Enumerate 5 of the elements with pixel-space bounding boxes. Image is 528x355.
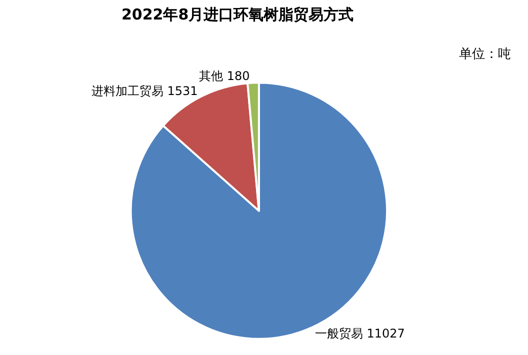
text: 单位：吨 [459, 47, 511, 62]
slice-label: 进料加工贸易 1531 [91, 84, 198, 98]
slice-label: 一般贸易 11027 [314, 326, 405, 340]
chart-title: 2022年8月进口环氧树脂贸易方式 [122, 5, 354, 24]
slice-label: 其他 180 [199, 68, 250, 83]
